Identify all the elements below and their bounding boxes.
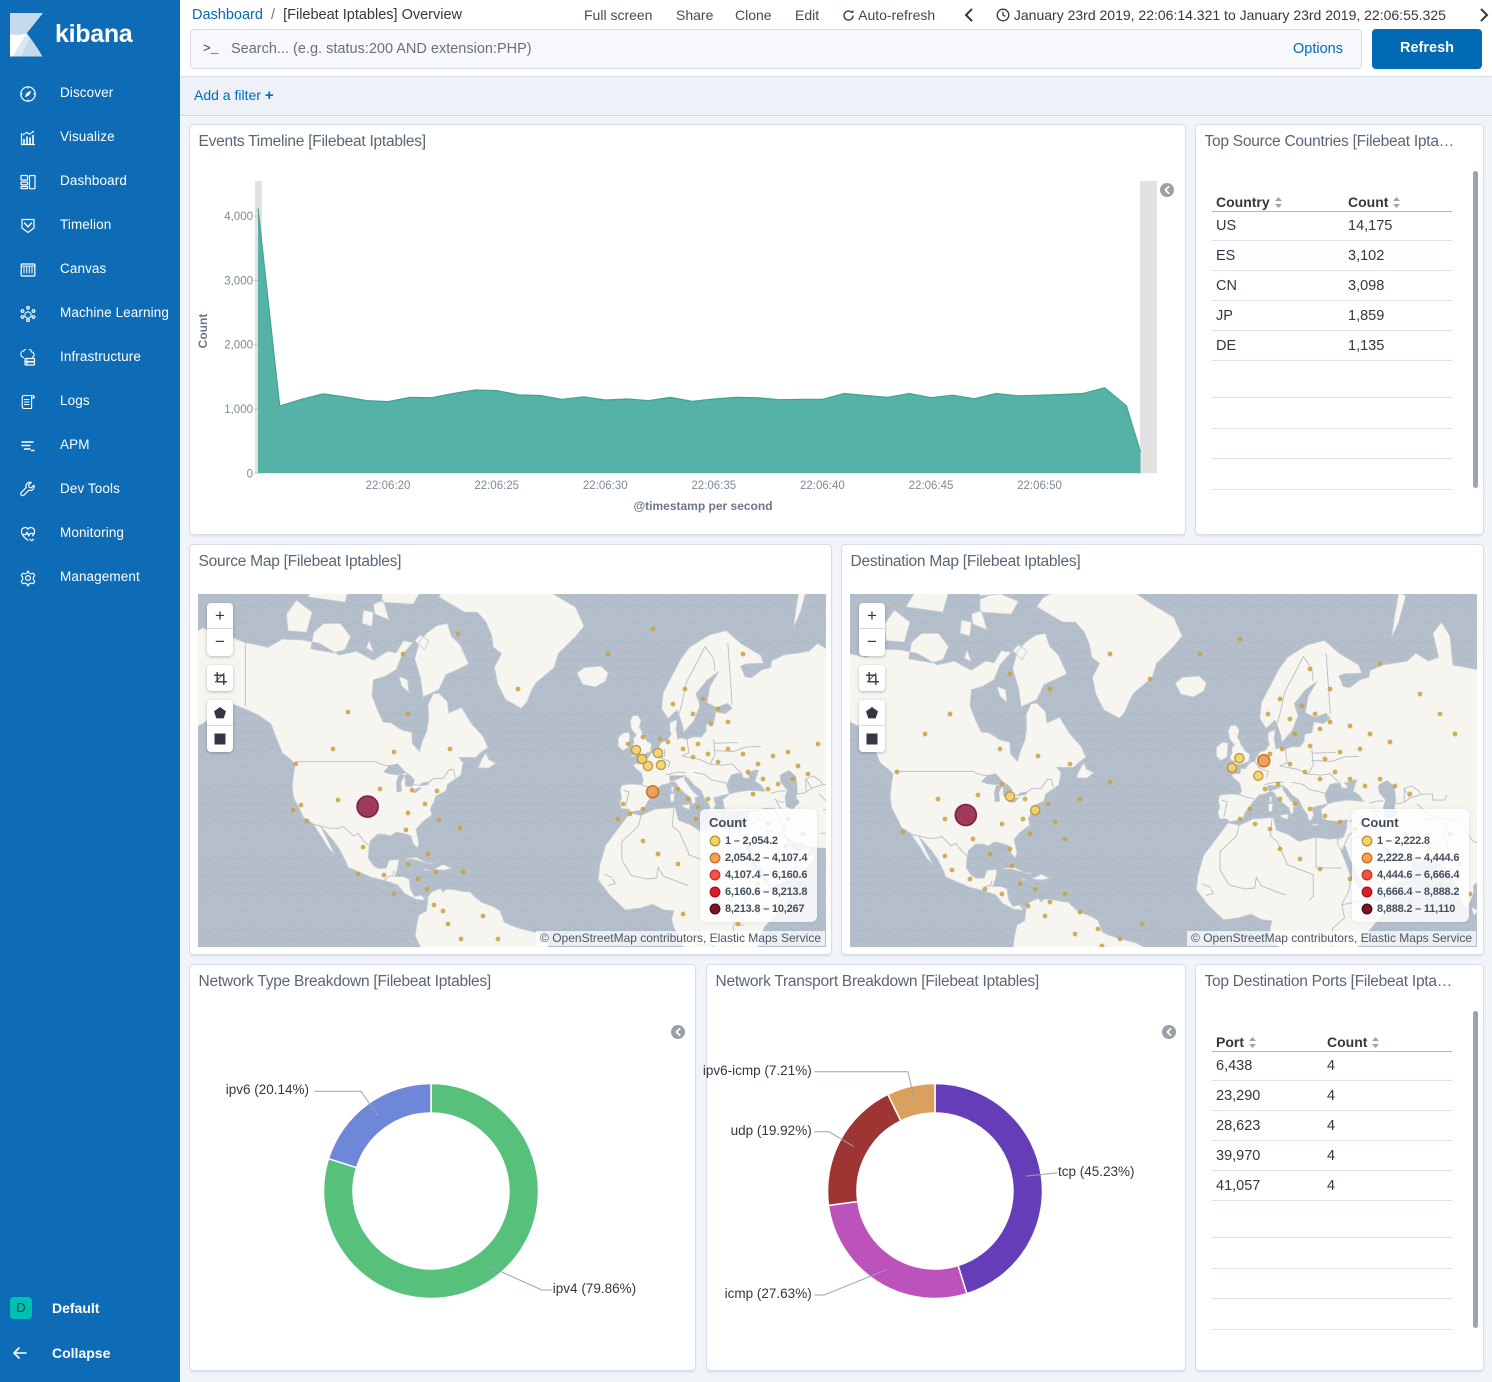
svg-text:22:06:30: 22:06:30	[583, 480, 628, 492]
svg-text:22:06:50: 22:06:50	[1017, 480, 1062, 492]
svg-text:1,000: 1,000	[224, 404, 253, 416]
svg-text:0: 0	[247, 468, 253, 480]
svg-text:22:06:40: 22:06:40	[800, 480, 845, 492]
svg-text:2,000: 2,000	[224, 340, 253, 352]
svg-text:@timestamp per second: @timestamp per second	[633, 499, 772, 513]
svg-text:3,000: 3,000	[224, 275, 253, 287]
svg-text:22:06:25: 22:06:25	[474, 480, 519, 492]
svg-text:22:06:45: 22:06:45	[909, 480, 954, 492]
svg-text:4,000: 4,000	[224, 211, 253, 223]
svg-text:22:06:20: 22:06:20	[366, 480, 411, 492]
svg-text:Count: Count	[196, 314, 210, 349]
svg-text:22:06:35: 22:06:35	[691, 480, 736, 492]
